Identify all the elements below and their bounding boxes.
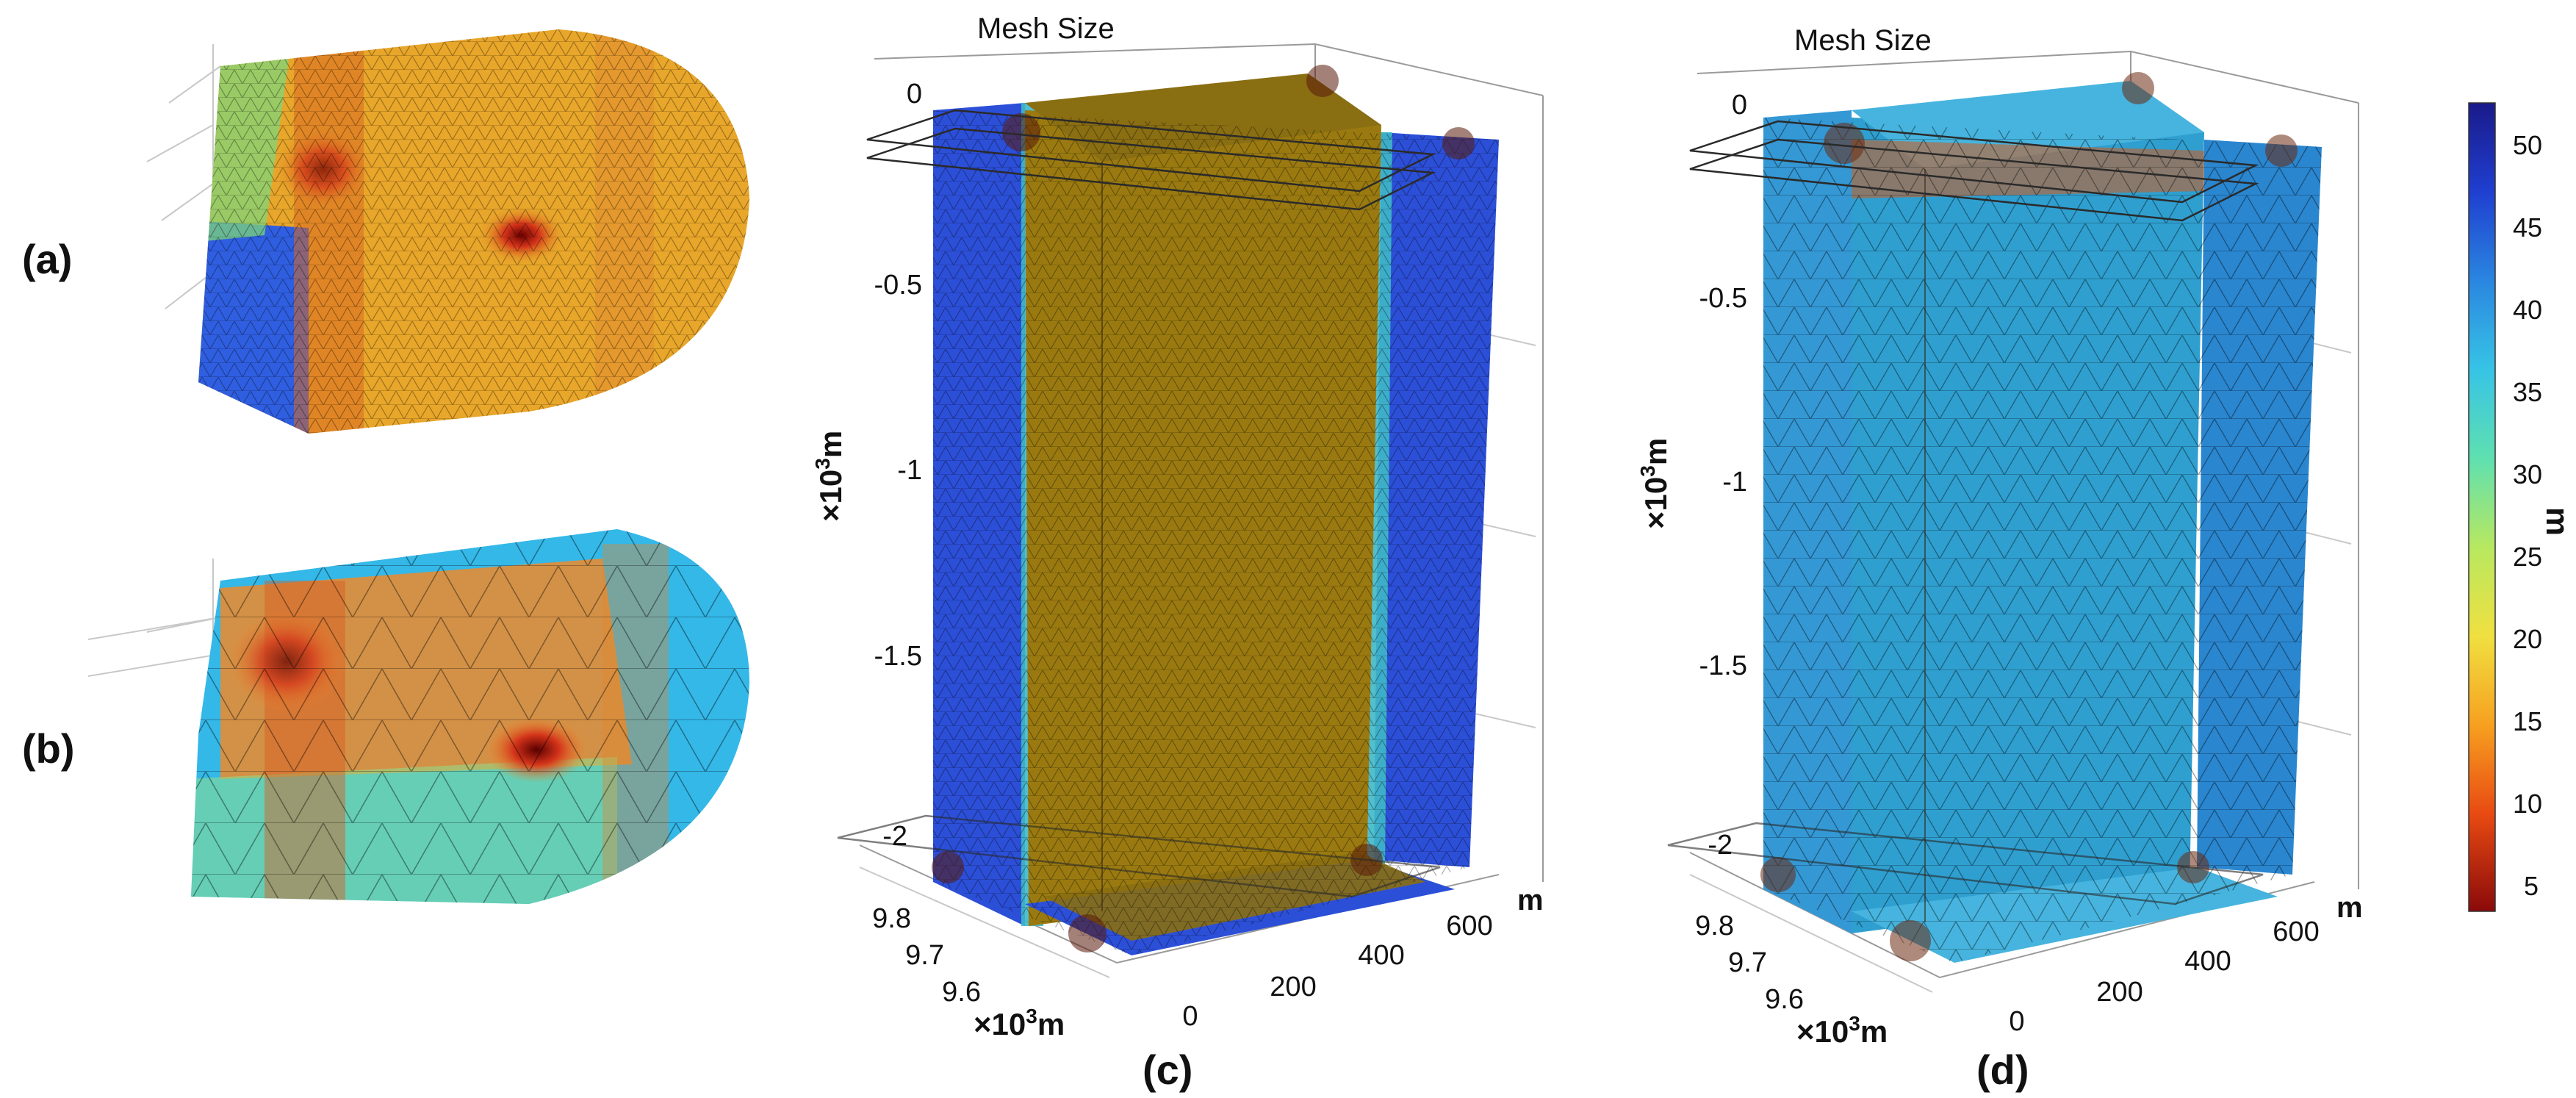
- colorbar-tick: 35: [2513, 377, 2542, 407]
- panel-a: (a): [22, 29, 749, 434]
- panel-c-plane: [837, 109, 1441, 898]
- panel-c-z-tick: -0.5: [874, 270, 922, 301]
- colorbar-tick: 5: [2524, 871, 2539, 901]
- panel-c-z-tick: 0: [907, 79, 922, 110]
- panel-c-z-label: ×103m: [811, 431, 848, 522]
- panel-c-title: Mesh Size: [977, 12, 1115, 45]
- panel-d-x-ticks: 0 200 400 600: [2009, 916, 2319, 1037]
- colorbar-tick: 10: [2513, 789, 2542, 819]
- panel-c-z-tick: -1: [897, 455, 922, 486]
- panel-d-z-ticks: 0 -0.5 -1 -1.5 -2: [1699, 90, 1747, 861]
- panel-d-x-tick: 0: [2009, 1006, 2024, 1037]
- panel-d-y-tick: 9.8: [1695, 911, 1734, 941]
- panel-a-mesh-body: [198, 29, 749, 434]
- panel-d-y-label: ×103m: [1796, 1012, 1888, 1049]
- colorbar-tick: 25: [2513, 542, 2542, 572]
- colorbar-unit: m: [2539, 507, 2575, 536]
- panel-c-x-unit: m: [1517, 884, 1544, 916]
- panel-d-z-tick: 0: [1732, 90, 1747, 121]
- colorbar: 50 45 40 35 30 25 20 15 10 5 m: [2468, 102, 2575, 912]
- panel-c-x-tick: 600: [1446, 911, 1492, 941]
- colorbar-tick: 50: [2513, 130, 2542, 160]
- panel-c-x-ticks: 0 200 400 600: [1182, 911, 1492, 1032]
- panel-d-title: Mesh Size: [1794, 24, 1932, 57]
- panel-c-x-tick: 0: [1182, 1001, 1198, 1032]
- panel-b-label: (b): [22, 725, 75, 772]
- panel-d-z-label: ×103m: [1636, 438, 1673, 529]
- panel-c-x-tick: 200: [1270, 972, 1316, 1002]
- panel-c-mesh-body: [932, 65, 1499, 955]
- panel-c-y-label: ×103m: [974, 1005, 1065, 1041]
- colorbar-gradient: [2468, 102, 2496, 912]
- panel-c-z-tick: -1.5: [874, 641, 922, 672]
- panel-d-mesh-body: [1760, 72, 2322, 963]
- colorbar-tick: 45: [2513, 212, 2542, 243]
- panel-c-y-tick: 9.8: [872, 903, 911, 934]
- panel-c-label: (c): [1143, 1047, 1192, 1093]
- panel-d-z-tick: -1.5: [1699, 650, 1747, 681]
- colorbar-tick: 20: [2513, 624, 2542, 654]
- panel-d-plane: [1667, 120, 2264, 905]
- panel-a-label: (a): [22, 236, 72, 282]
- panel-c: Mesh Size: [811, 12, 1544, 1093]
- panel-d-z-tick: -0.5: [1699, 283, 1747, 314]
- panel-c-y-tick: 9.6: [942, 977, 981, 1008]
- panel-d-z-tick: -2: [1708, 830, 1733, 861]
- panel-d: Mesh Size: [1636, 24, 2363, 1093]
- panel-d-x-tick: 400: [2184, 946, 2231, 977]
- panel-d-x-unit: m: [2336, 891, 2363, 924]
- panel-c-y-ticks: 9.8 9.7 9.6: [872, 903, 981, 1008]
- panel-c-x-tick: 400: [1358, 940, 1404, 971]
- colorbar-tick: 40: [2513, 295, 2542, 325]
- colorbar-tick: 30: [2513, 459, 2542, 489]
- panel-d-z-tick: -1: [1722, 467, 1747, 498]
- panel-d-y-ticks: 9.8 9.7 9.6: [1695, 911, 1804, 1015]
- panel-b-mesh-body: [191, 529, 749, 904]
- panel-d-y-tick: 9.6: [1765, 984, 1804, 1015]
- panel-d-label: (d): [1976, 1047, 2029, 1093]
- panel-d-y-tick: 9.7: [1728, 947, 1767, 978]
- panel-b: (b): [22, 529, 749, 904]
- panel-c-y-tick: 9.7: [905, 940, 944, 971]
- panel-c-z-ticks: 0 -0.5 -1 -1.5 -2: [874, 79, 922, 852]
- panel-c-z-tick: -2: [882, 821, 907, 852]
- panel-d-x-tick: 200: [2096, 977, 2143, 1008]
- panel-d-x-tick: 600: [2273, 916, 2319, 947]
- colorbar-tick: 15: [2513, 706, 2542, 736]
